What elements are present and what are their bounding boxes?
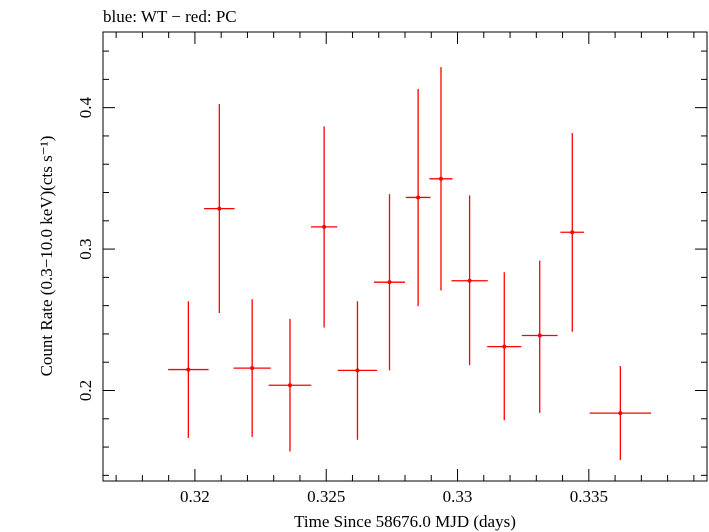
data-point — [168, 301, 209, 438]
data-point — [233, 299, 271, 437]
point-marker — [618, 411, 623, 416]
y-tick-label: 0.3 — [76, 238, 95, 259]
point-marker — [217, 206, 222, 211]
data-point — [310, 126, 338, 328]
point-marker — [416, 195, 421, 200]
x-tick-label: 0.335 — [570, 487, 608, 506]
point-marker — [186, 367, 191, 372]
point-marker — [322, 224, 327, 229]
point-marker — [570, 230, 575, 235]
chart-title: blue: WT − red: PC — [103, 7, 237, 26]
data-point — [521, 260, 558, 413]
x-axis-label: Time Since 58676.0 MJD (days) — [294, 512, 516, 531]
point-marker — [502, 344, 507, 349]
axis-ticks — [103, 32, 707, 481]
data-point — [589, 366, 652, 460]
data-point — [429, 67, 453, 291]
point-marker — [537, 333, 542, 338]
x-tick-label: 0.325 — [307, 487, 345, 506]
data-point — [337, 301, 378, 440]
data-point — [560, 133, 585, 332]
y-tick-label: 0.2 — [76, 380, 95, 401]
data-point — [487, 272, 522, 421]
tick-labels: 0.32 0.325 0.33 0.335 0.2 0.3 0.4 — [76, 97, 608, 506]
point-marker — [387, 280, 392, 285]
point-marker — [355, 368, 360, 373]
data-point — [204, 104, 235, 313]
x-tick-label: 0.32 — [180, 487, 210, 506]
y-tick-label: 0.4 — [76, 97, 95, 119]
data-marks — [168, 67, 652, 460]
y-axis-label: Count Rate (0.3−10.0 keV)(cts s⁻¹) — [37, 136, 56, 377]
data-point — [268, 318, 312, 452]
point-marker — [250, 366, 255, 371]
point-marker — [467, 278, 472, 283]
x-tick-label: 0.33 — [443, 487, 473, 506]
data-point — [451, 195, 488, 366]
data-point — [374, 194, 405, 371]
point-marker — [287, 383, 292, 388]
point-marker — [438, 176, 443, 181]
data-point — [405, 88, 431, 307]
